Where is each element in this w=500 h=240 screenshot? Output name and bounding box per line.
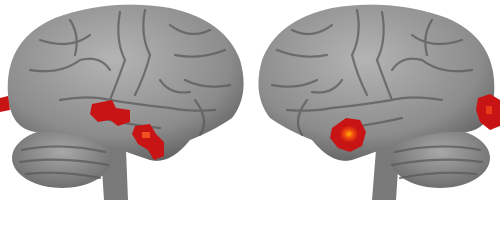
sulci bbox=[28, 8, 232, 137]
brain-renderings bbox=[0, 4, 500, 200]
activation-peak bbox=[339, 125, 359, 143]
left-hemisphere bbox=[0, 4, 244, 200]
cerebellum-folds bbox=[390, 145, 484, 180]
activation-cluster bbox=[132, 124, 164, 160]
activation-peak bbox=[486, 106, 492, 114]
right-hemisphere bbox=[258, 4, 500, 200]
activation-cluster bbox=[90, 100, 130, 126]
sulci bbox=[270, 8, 474, 137]
page: (() => { const data = JSON.parse(documen… bbox=[0, 4, 500, 200]
cerebellum-folds bbox=[18, 145, 110, 180]
activation-peak bbox=[142, 132, 150, 138]
activation-cluster bbox=[0, 96, 10, 112]
